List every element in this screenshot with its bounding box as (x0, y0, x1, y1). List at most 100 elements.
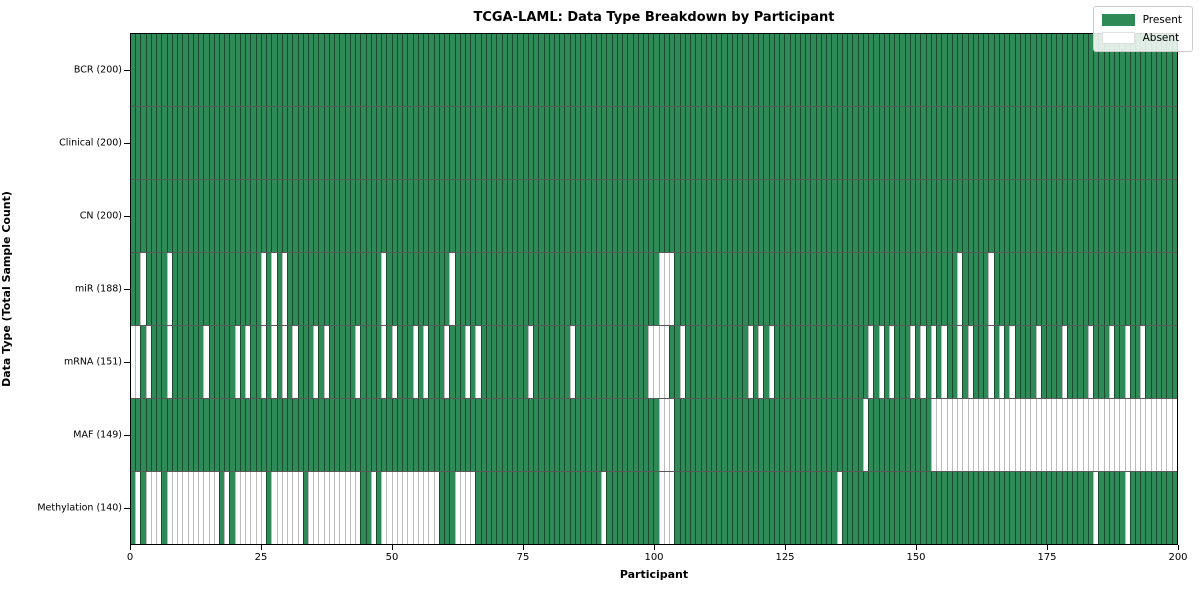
heatmap-cell (131, 326, 136, 398)
heatmap-cell (731, 107, 738, 179)
heatmap-cell (930, 399, 937, 471)
heatmap-cell (323, 326, 329, 398)
heatmap-cell (318, 253, 324, 325)
heatmap-cell (281, 326, 288, 398)
heatmap-cell (721, 253, 727, 325)
heatmap-cell (690, 326, 696, 398)
heatmap-cell (878, 399, 884, 471)
heatmap-cell (977, 34, 984, 106)
heatmap-cell (941, 399, 947, 471)
heatmap-cell (773, 34, 780, 106)
heatmap-cell (868, 180, 874, 252)
heatmap-cell (1035, 34, 1041, 106)
heatmap-cell (941, 253, 947, 325)
heatmap-cell (669, 399, 675, 471)
heatmap-cell (904, 253, 910, 325)
heatmap-cell (349, 180, 356, 252)
heatmap-cell (1119, 180, 1125, 252)
heatmap-cell (1004, 399, 1010, 471)
heatmap-cell (1140, 34, 1146, 106)
heatmap-cell (1161, 34, 1167, 106)
heatmap-cell (423, 34, 429, 106)
heatmap-cell (538, 472, 544, 544)
heatmap-cell (873, 472, 879, 544)
heatmap-cell (695, 34, 701, 106)
heatmap-cell (941, 326, 947, 398)
heatmap-cell (517, 326, 523, 398)
heatmap-cell (1035, 326, 1041, 398)
heatmap-cell (349, 34, 356, 106)
heatmap-cell (648, 34, 654, 106)
heatmap-cell (1103, 399, 1109, 471)
heatmap-cell (527, 399, 534, 471)
heatmap-cell (815, 180, 821, 252)
heatmap-cell (218, 253, 225, 325)
x-tick-mark (392, 545, 393, 550)
heatmap-cell (1114, 472, 1120, 544)
heatmap-cell (852, 472, 858, 544)
heatmap-cell (438, 253, 445, 325)
heatmap-cell (1129, 180, 1135, 252)
heatmap-cell (475, 253, 481, 325)
heatmap-cell (1166, 253, 1172, 325)
heatmap-cell (841, 34, 848, 106)
heatmap-cell (271, 34, 277, 106)
heatmap-cell (318, 180, 324, 252)
heatmap-cell (517, 34, 523, 106)
heatmap-cell (779, 253, 785, 325)
heatmap-cell (449, 326, 455, 398)
heatmap-cell (758, 34, 764, 106)
heatmap-cell (454, 399, 460, 471)
heatmap-cell (245, 107, 251, 179)
heatmap-cell (1061, 180, 1067, 252)
heatmap-cell (899, 107, 905, 179)
heatmap-cell (1166, 399, 1172, 471)
heatmap-cell (585, 399, 591, 471)
heatmap-cell (166, 399, 172, 471)
heatmap-cell (140, 107, 146, 179)
heatmap-cell (177, 472, 183, 544)
heatmap-cell (470, 253, 476, 325)
heatmap-cell (925, 472, 931, 544)
heatmap-cell (1056, 34, 1062, 106)
heatmap-cell (553, 326, 560, 398)
heatmap-cell (1004, 472, 1010, 544)
heatmap-cell (1061, 253, 1067, 325)
heatmap-cell (491, 34, 497, 106)
heatmap-cell (234, 107, 240, 179)
heatmap-cell (454, 253, 460, 325)
y-tick-mark (124, 508, 130, 510)
heatmap-cell (873, 180, 879, 252)
heatmap-cell (1166, 180, 1172, 252)
heatmap-cell (595, 399, 602, 471)
heatmap-cell (527, 34, 534, 106)
heatmap-cell (684, 472, 691, 544)
heatmap-cell (705, 107, 712, 179)
heatmap-cell (946, 326, 952, 398)
heatmap-cell (449, 180, 455, 252)
heatmap-cell (339, 399, 345, 471)
heatmap-cell (318, 472, 324, 544)
heatmap-cell (512, 180, 518, 252)
heatmap-cell (501, 107, 507, 179)
heatmap-cell (564, 399, 570, 471)
heatmap-cell (334, 326, 340, 398)
heatmap-cell (423, 253, 429, 325)
heatmap-cell (198, 472, 204, 544)
heatmap-cell (229, 34, 235, 106)
heatmap-cell (1108, 34, 1115, 106)
heatmap-cell (381, 472, 387, 544)
heatmap-cell (794, 107, 800, 179)
heatmap-cell (491, 253, 497, 325)
heatmap-cell (1145, 472, 1151, 544)
heatmap-cell (1025, 107, 1031, 179)
heatmap-cell (344, 399, 350, 471)
heatmap-cell (307, 107, 314, 179)
heatmap-cell (1035, 253, 1041, 325)
heatmap-cell (360, 34, 366, 106)
y-tick-mark (124, 215, 130, 217)
heatmap-cell (307, 34, 314, 106)
heatmap-cell (166, 34, 172, 106)
heatmap-cell (266, 107, 272, 179)
heatmap-cell (1150, 326, 1156, 398)
